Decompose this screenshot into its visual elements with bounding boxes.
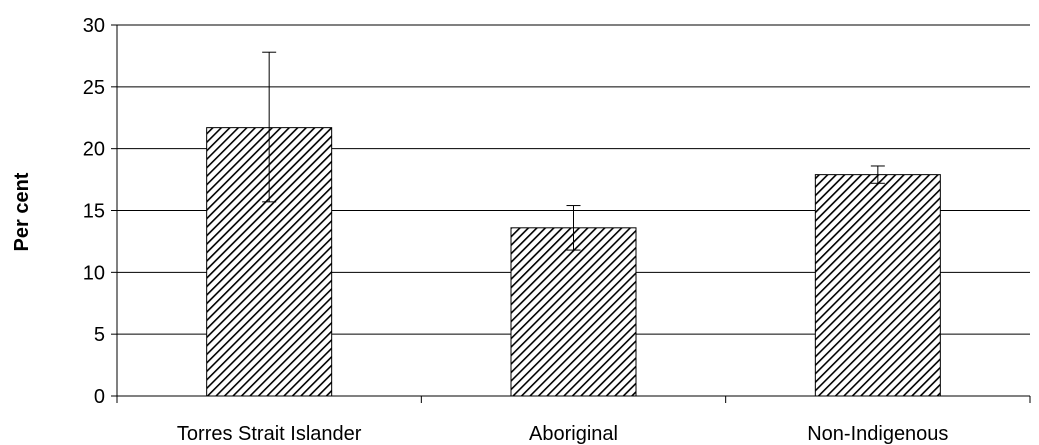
bar xyxy=(814,174,941,397)
y-tick-label: 20 xyxy=(83,139,105,161)
category-label: Non-Indigenous xyxy=(807,423,948,445)
bars xyxy=(206,127,941,397)
category-label: Aboriginal xyxy=(529,423,618,445)
y-tick-label: 10 xyxy=(83,262,105,284)
y-tick-label: 30 xyxy=(83,15,105,37)
y-tick-label: 25 xyxy=(83,77,105,99)
category-label: Torres Strait Islander xyxy=(177,423,362,445)
y-tick-label: 5 xyxy=(94,324,105,346)
bar xyxy=(510,227,637,397)
y-tick-label: 15 xyxy=(83,201,105,223)
error-bars xyxy=(262,51,885,251)
axis-labels: 0 5 10 15 20 25 30 Torres Strait Islander Aborig… xyxy=(83,15,949,445)
y-tick-label: 0 xyxy=(94,386,105,408)
y-axis-title: Per cent xyxy=(11,172,33,251)
